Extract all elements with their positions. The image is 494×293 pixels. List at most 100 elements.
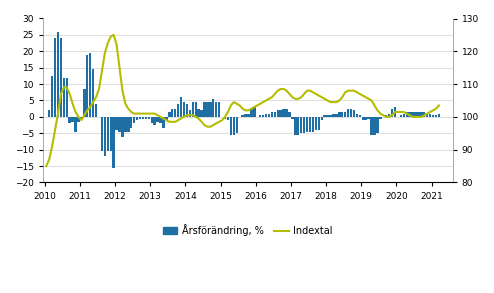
- Bar: [227, 117, 229, 120]
- Bar: [268, 114, 270, 117]
- Bar: [77, 117, 80, 122]
- Bar: [359, 115, 361, 117]
- Bar: [192, 102, 194, 117]
- Bar: [145, 117, 147, 119]
- Bar: [321, 117, 323, 120]
- Bar: [406, 112, 408, 117]
- Bar: [368, 117, 370, 119]
- Bar: [86, 54, 88, 117]
- Bar: [245, 114, 247, 117]
- Bar: [432, 115, 434, 117]
- Bar: [417, 112, 419, 117]
- Bar: [206, 102, 208, 117]
- Bar: [168, 112, 170, 117]
- Bar: [376, 117, 378, 133]
- Bar: [215, 102, 217, 117]
- Bar: [116, 117, 118, 130]
- Bar: [198, 109, 200, 117]
- Bar: [189, 110, 191, 117]
- Bar: [429, 114, 431, 117]
- Bar: [318, 117, 320, 130]
- Bar: [315, 117, 317, 130]
- Bar: [218, 102, 220, 117]
- Bar: [294, 117, 296, 135]
- Bar: [151, 117, 153, 123]
- Bar: [162, 117, 165, 128]
- Bar: [300, 117, 302, 133]
- Bar: [201, 110, 203, 117]
- Bar: [250, 109, 252, 117]
- Bar: [124, 117, 126, 132]
- Bar: [60, 38, 62, 117]
- Bar: [344, 112, 346, 117]
- Bar: [107, 117, 109, 151]
- Bar: [312, 117, 314, 132]
- Bar: [48, 110, 50, 117]
- Bar: [420, 112, 422, 117]
- Bar: [160, 117, 162, 123]
- Bar: [303, 117, 305, 133]
- Bar: [426, 114, 428, 117]
- Bar: [385, 115, 387, 117]
- Bar: [57, 32, 59, 117]
- Bar: [438, 114, 440, 117]
- Bar: [139, 117, 141, 119]
- Bar: [306, 117, 308, 132]
- Bar: [224, 117, 226, 119]
- Bar: [353, 110, 355, 117]
- Bar: [148, 117, 150, 119]
- Bar: [230, 117, 232, 135]
- Bar: [233, 117, 235, 135]
- Bar: [54, 38, 56, 117]
- Bar: [130, 117, 132, 128]
- Bar: [379, 117, 381, 119]
- Bar: [69, 117, 71, 123]
- Bar: [142, 117, 144, 119]
- Bar: [195, 102, 197, 117]
- Bar: [212, 99, 214, 117]
- Bar: [247, 114, 249, 117]
- Bar: [119, 117, 121, 132]
- Bar: [435, 115, 437, 117]
- Bar: [95, 104, 97, 117]
- Bar: [412, 112, 414, 117]
- Bar: [265, 114, 267, 117]
- Bar: [209, 102, 211, 117]
- Bar: [242, 115, 244, 117]
- Bar: [174, 109, 176, 117]
- Bar: [280, 110, 282, 117]
- Bar: [327, 115, 329, 117]
- Bar: [183, 102, 185, 117]
- Bar: [236, 117, 238, 133]
- Bar: [297, 117, 299, 135]
- Bar: [403, 114, 405, 117]
- Bar: [362, 117, 364, 120]
- Bar: [414, 112, 417, 117]
- Bar: [51, 76, 53, 117]
- Bar: [370, 117, 373, 135]
- Bar: [89, 53, 91, 117]
- Bar: [338, 112, 340, 117]
- Bar: [324, 115, 326, 117]
- Legend: Årsförändring, %, Indextal: Årsförändring, %, Indextal: [159, 220, 337, 240]
- Bar: [335, 114, 337, 117]
- Bar: [409, 112, 411, 117]
- Bar: [365, 117, 367, 120]
- Bar: [423, 112, 425, 117]
- Bar: [329, 115, 331, 117]
- Bar: [171, 109, 173, 117]
- Bar: [133, 117, 135, 123]
- Bar: [394, 107, 396, 117]
- Bar: [177, 104, 179, 117]
- Bar: [253, 107, 255, 117]
- Bar: [92, 69, 94, 117]
- Bar: [277, 110, 279, 117]
- Bar: [309, 117, 311, 132]
- Bar: [262, 115, 264, 117]
- Bar: [154, 117, 156, 125]
- Bar: [332, 114, 334, 117]
- Bar: [83, 89, 85, 117]
- Bar: [274, 112, 276, 117]
- Bar: [63, 78, 65, 117]
- Bar: [373, 117, 375, 135]
